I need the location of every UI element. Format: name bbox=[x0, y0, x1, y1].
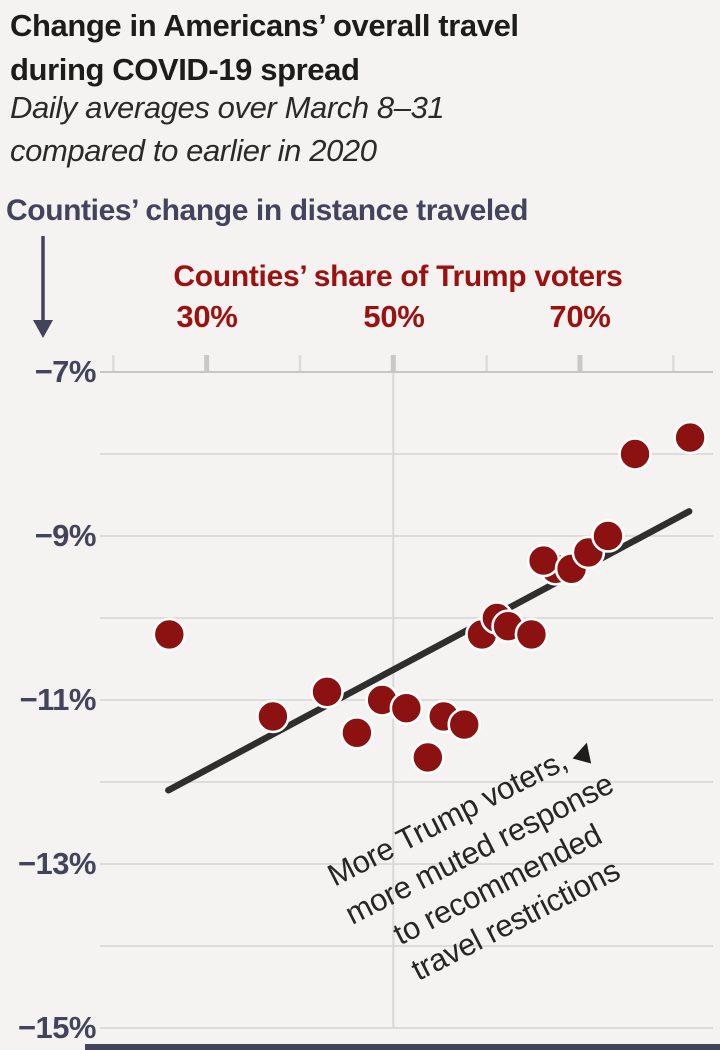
data-point bbox=[256, 699, 290, 734]
footer-bar bbox=[85, 1044, 720, 1050]
data-point bbox=[411, 740, 445, 775]
x-axis-title: Counties’ share of Trump voters bbox=[173, 260, 623, 293]
data-point bbox=[591, 519, 625, 553]
data-point bbox=[526, 543, 561, 578]
page-subtitle-line2: compared to earlier in 2020 bbox=[10, 133, 377, 168]
down-arrow-head-icon bbox=[33, 320, 53, 338]
data-point bbox=[152, 617, 187, 652]
y-axis-title: Counties’ change in distance traveled bbox=[6, 194, 529, 227]
page-title-line2: during COVID-19 spread bbox=[10, 52, 360, 87]
y-tick-label-7: −7% bbox=[34, 354, 97, 389]
y-tick-label-13: −13% bbox=[17, 846, 97, 881]
data-point bbox=[673, 420, 707, 455]
page-title-line1: Change in Americans’ overall travel bbox=[10, 8, 519, 43]
page-subtitle: Daily averages over March 8–31 compared … bbox=[10, 86, 445, 172]
data-point bbox=[340, 715, 374, 750]
y-tick-label-11: −11% bbox=[19, 682, 97, 717]
data-point bbox=[389, 691, 424, 726]
y-tick-label-15: −15% bbox=[17, 1010, 97, 1045]
page-title: Change in Americans’ overall travel duri… bbox=[10, 4, 519, 92]
data-point bbox=[514, 617, 549, 652]
x-tick-label-50: 50% bbox=[363, 299, 425, 334]
y-tick-label-9: −9% bbox=[34, 518, 97, 553]
data-point bbox=[447, 707, 482, 742]
page-subtitle-line1: Daily averages over March 8–31 bbox=[10, 90, 445, 125]
data-point bbox=[618, 437, 652, 471]
annotation-arrow-icon: ▶ bbox=[567, 738, 599, 765]
x-tick-label-30: 30% bbox=[176, 299, 238, 334]
x-tick-label-70: 70% bbox=[549, 299, 611, 334]
data-point bbox=[310, 674, 344, 709]
